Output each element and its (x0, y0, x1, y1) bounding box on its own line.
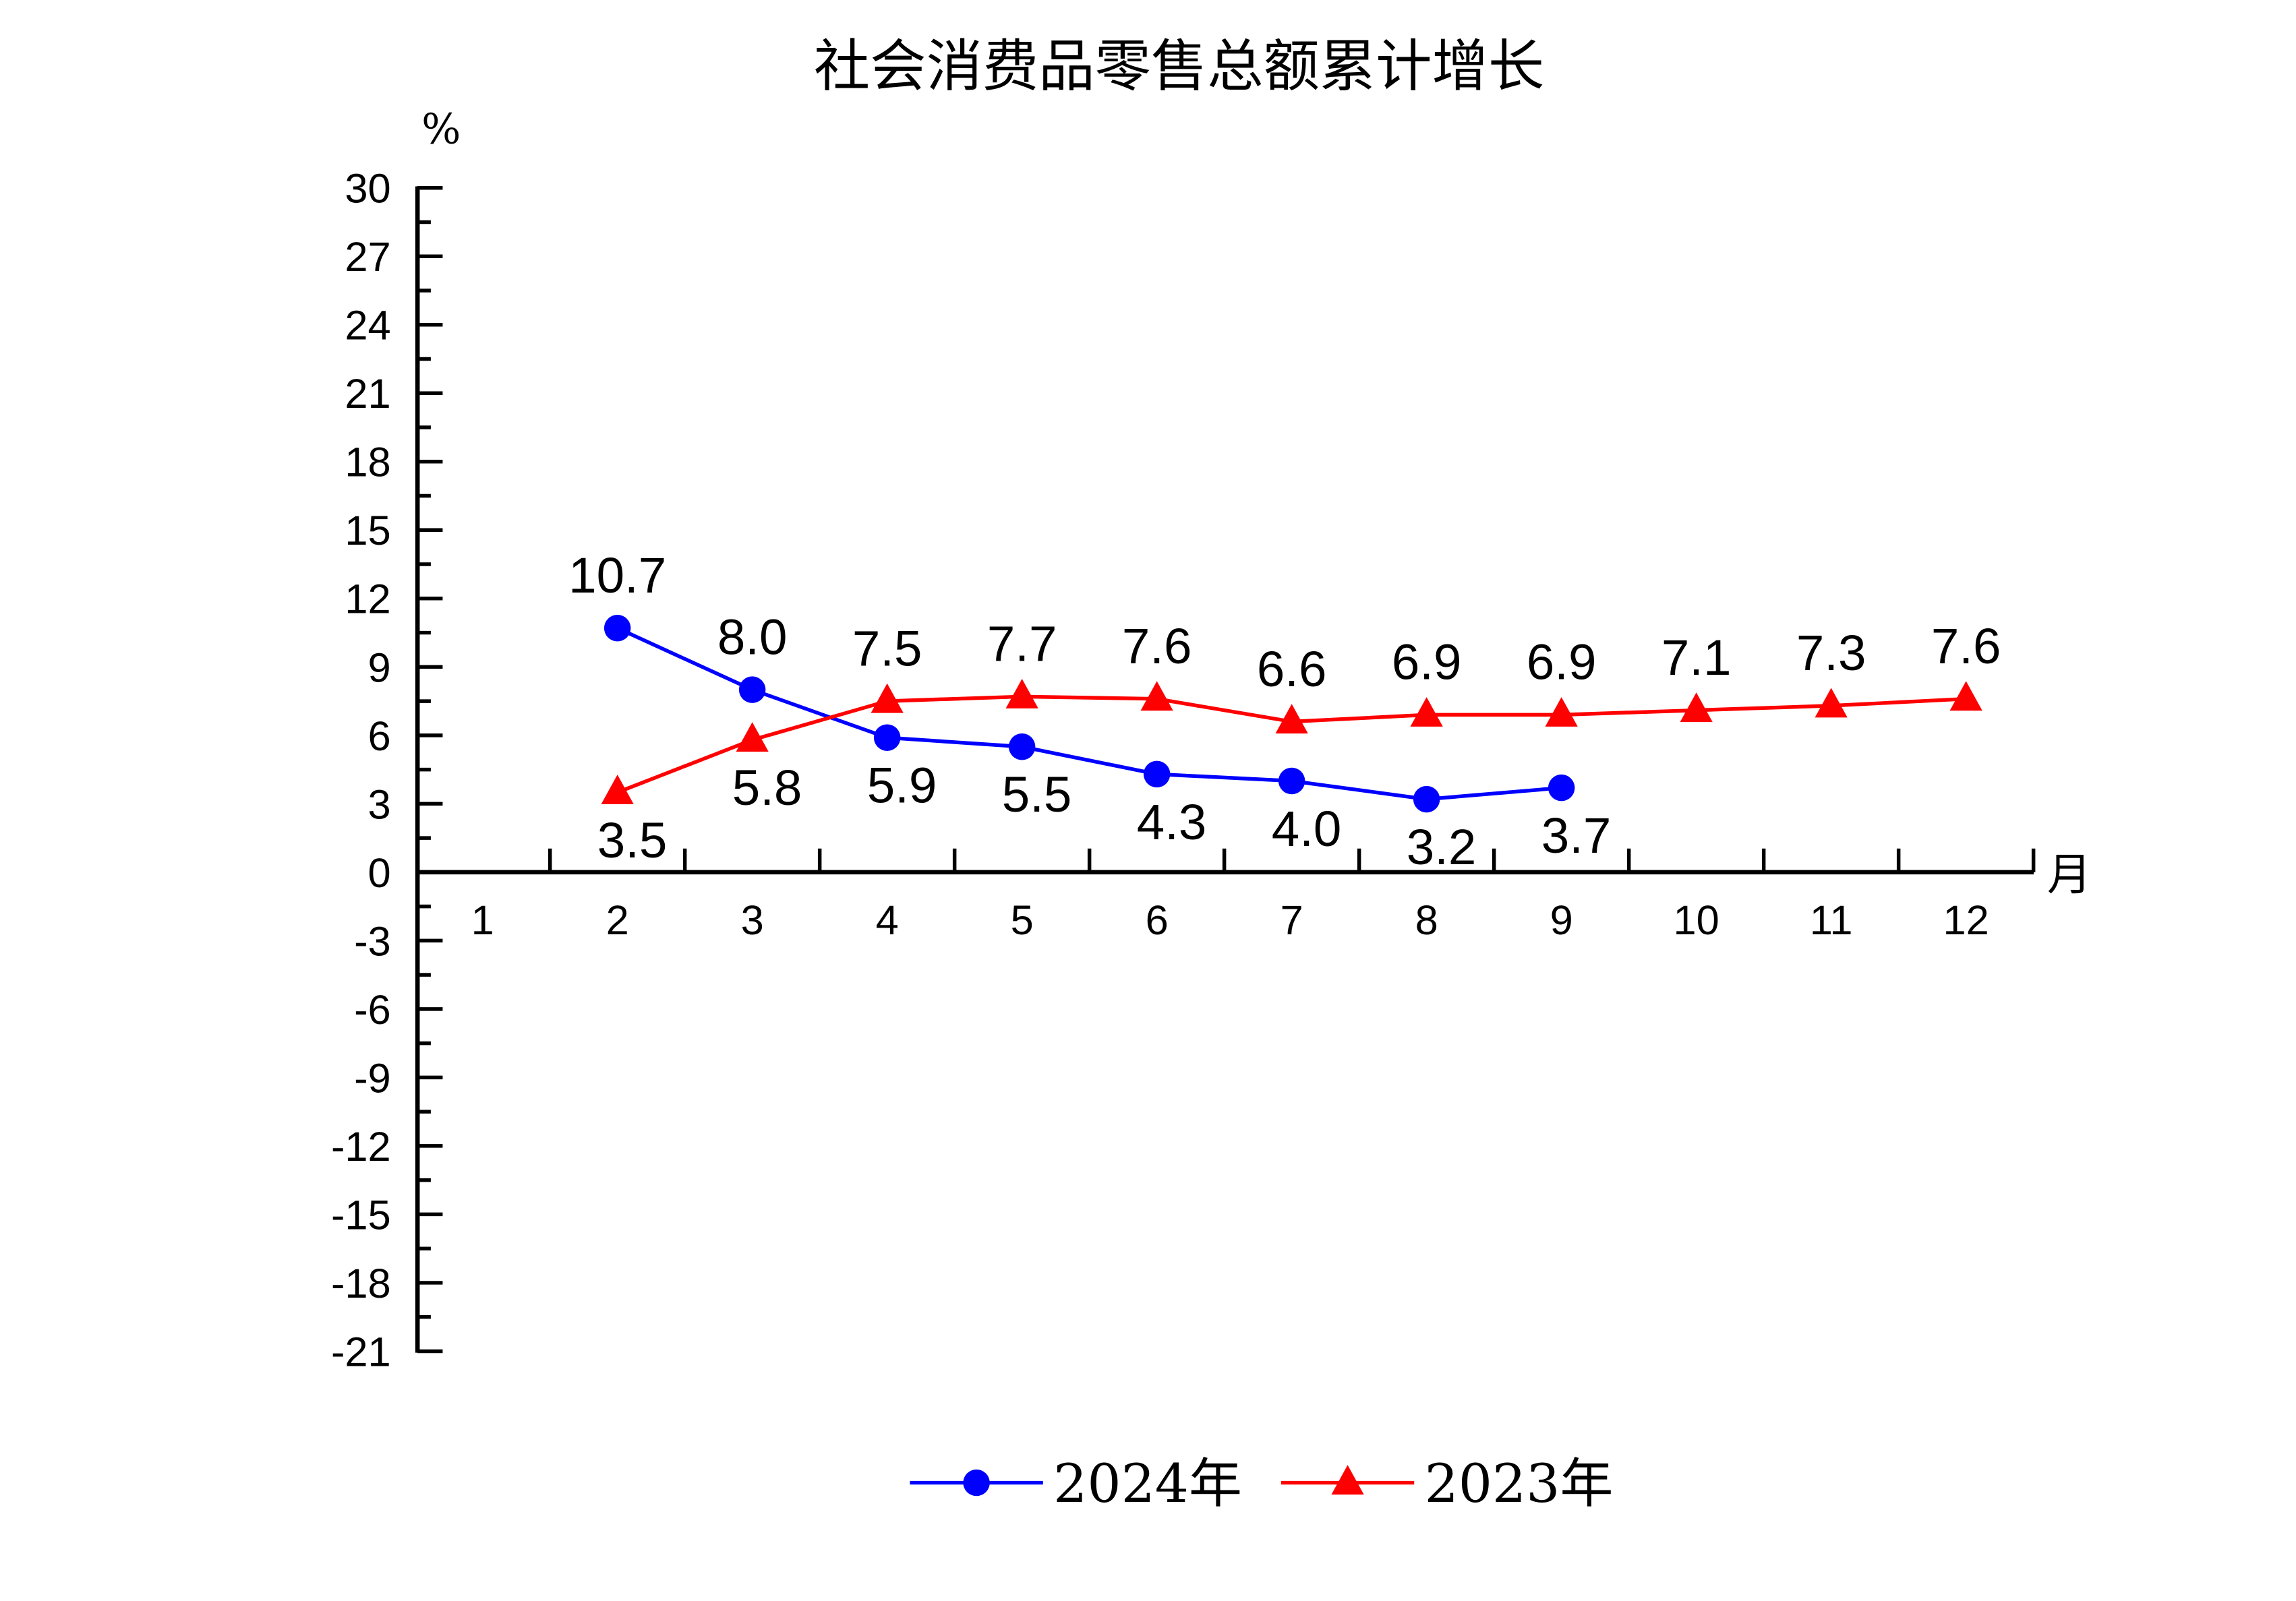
x-tick-label: 11 (1810, 897, 1853, 944)
y-tick-label: 9 (368, 644, 391, 691)
x-tick-label: 7 (1281, 897, 1303, 944)
legend-label: 2024年 (1053, 1453, 1242, 1515)
data-label: 4.3 (1137, 794, 1207, 850)
y-tick-label: -12 (331, 1124, 391, 1170)
data-point (1410, 697, 1443, 727)
x-tick-label: 6 (1146, 897, 1169, 944)
data-point (1140, 681, 1173, 711)
data-point (871, 683, 904, 713)
legend-item: 2024年 (910, 1453, 1242, 1515)
y-tick-label: 15 (345, 508, 390, 554)
y-tick-label: 3 (368, 781, 391, 828)
data-label: 3.2 (1407, 819, 1477, 875)
circle-marker-icon (963, 1469, 990, 1497)
chart-title: 社会消费品零售总额累计增长 (814, 34, 1544, 99)
x-tick-label: 10 (1674, 897, 1719, 944)
data-point (601, 775, 634, 804)
y-tick-label: 0 (368, 850, 391, 897)
data-point (873, 724, 901, 751)
x-tick-label: 3 (741, 897, 764, 944)
y-tick-label: -18 (331, 1261, 391, 1307)
data-point (1680, 692, 1713, 723)
y-tick-label: -21 (331, 1329, 391, 1375)
y-tick-label: 18 (345, 440, 390, 486)
data-label: 7.5 (852, 620, 922, 676)
data-point (1278, 767, 1305, 795)
data-point (604, 615, 631, 642)
y-tick-label: 27 (345, 234, 390, 280)
data-label: 3.5 (597, 812, 668, 868)
data-point (1548, 774, 1575, 802)
data-point (1005, 678, 1038, 708)
data-label: 7.1 (1661, 630, 1732, 686)
data-point (736, 722, 769, 752)
y-tick-label: 30 (345, 166, 390, 212)
data-label: 7.3 (1796, 625, 1866, 681)
legend-item: 2023年 (1281, 1453, 1614, 1515)
x-axis-unit: 月 (2047, 849, 2092, 901)
y-axis-unit: % (421, 106, 461, 154)
data-label: 5.8 (732, 760, 802, 816)
data-label: 6.6 (1257, 641, 1327, 697)
x-tick-label: 8 (1415, 897, 1438, 944)
series-line (616, 626, 1562, 802)
data-label: 7.6 (1122, 618, 1192, 674)
y-tick-label: 12 (345, 576, 390, 623)
data-point (1413, 785, 1440, 813)
data-label: 8.0 (717, 609, 788, 665)
y-tick-label: -6 (354, 987, 391, 1033)
data-point (1143, 760, 1171, 788)
x-tick-label: 2 (606, 897, 629, 944)
data-label: 3.7 (1541, 808, 1612, 864)
data-label: 4.0 (1272, 801, 1342, 857)
data-point (1275, 704, 1308, 734)
x-tick-label: 12 (1943, 897, 1989, 944)
x-tick-label: 1 (471, 897, 494, 944)
series-2024年: 10.7 8.0 5.9 5.5 4.3 4.0 3.2 3.7 (568, 547, 1611, 875)
data-point (1949, 681, 1982, 711)
data-point (1815, 688, 1848, 718)
y-tick-label: 6 (368, 713, 391, 760)
x-tick-label: 5 (1011, 897, 1034, 944)
y-tick-label: 21 (345, 371, 390, 417)
data-label: 6.9 (1527, 634, 1597, 690)
y-tick-label: -3 (354, 918, 391, 965)
y-tick-label: 24 (345, 303, 390, 349)
y-tick-label: -15 (331, 1192, 391, 1238)
triangle-marker-icon (1331, 1465, 1364, 1495)
data-point (1008, 733, 1036, 760)
data-label: 7.7 (987, 616, 1057, 672)
data-point (738, 676, 766, 703)
x-tick-label: 9 (1550, 897, 1573, 944)
data-label: 10.7 (568, 547, 666, 603)
x-tick-label: 4 (876, 897, 899, 944)
series-2023年: 3.5 5.8 7.5 7.7 7.6 6.6 6.9 6.9 7.1 7.3 7.6 (597, 616, 2001, 868)
data-point (1545, 697, 1578, 727)
data-label: 5.9 (867, 758, 937, 814)
data-label: 7.6 (1931, 618, 2001, 674)
legend-label: 2023年 (1425, 1453, 1614, 1515)
data-label: 5.5 (1002, 766, 1072, 822)
data-label: 6.9 (1392, 634, 1462, 690)
y-tick-label: -9 (354, 1055, 391, 1101)
